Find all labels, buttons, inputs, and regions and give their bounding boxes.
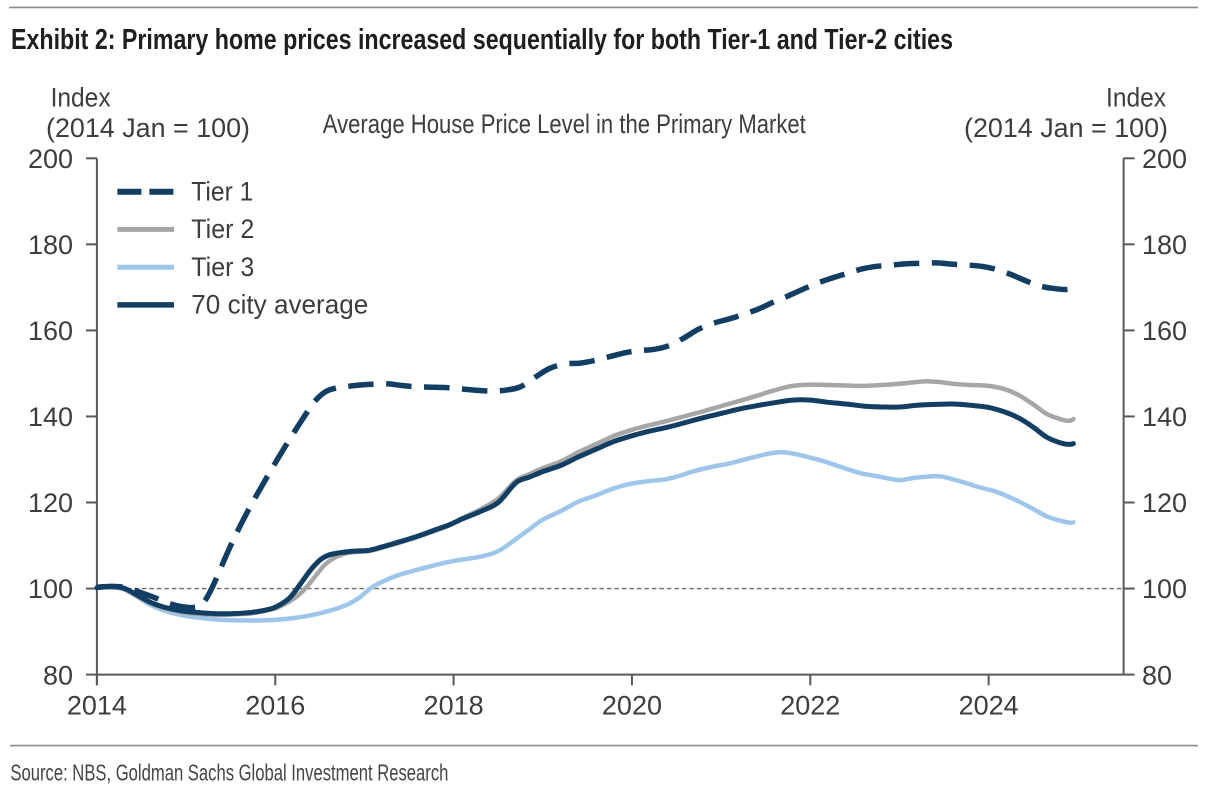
svg-text:(2014 Jan = 100): (2014 Jan = 100) <box>964 113 1168 143</box>
svg-text:Index: Index <box>51 83 111 113</box>
svg-text:160: 160 <box>1142 316 1187 346</box>
svg-text:2024: 2024 <box>959 690 1019 720</box>
svg-text:(2014 Jan = 100): (2014 Jan = 100) <box>46 113 250 143</box>
svg-text:160: 160 <box>28 316 73 346</box>
svg-text:Average House Price Level in t: Average House Price Level in the Primary… <box>323 109 806 139</box>
svg-text:Tier 2: Tier 2 <box>191 214 254 244</box>
svg-text:2018: 2018 <box>424 690 484 720</box>
svg-text:Tier 3: Tier 3 <box>191 252 254 282</box>
svg-text:180: 180 <box>1142 230 1187 260</box>
svg-text:140: 140 <box>1142 402 1187 432</box>
svg-text:Tier 1: Tier 1 <box>191 176 253 206</box>
svg-text:Index: Index <box>1106 83 1166 113</box>
svg-text:200: 200 <box>28 144 73 174</box>
svg-text:80: 80 <box>43 660 73 690</box>
svg-text:120: 120 <box>1142 488 1187 518</box>
svg-text:70 city average: 70 city average <box>191 290 368 320</box>
svg-text:2022: 2022 <box>780 690 840 720</box>
svg-text:2020: 2020 <box>602 690 662 720</box>
svg-text:180: 180 <box>28 230 73 260</box>
svg-text:200: 200 <box>1142 144 1187 174</box>
svg-text:140: 140 <box>28 402 73 432</box>
svg-text:2014: 2014 <box>67 690 127 720</box>
svg-text:100: 100 <box>1142 574 1187 604</box>
svg-text:100: 100 <box>28 574 73 604</box>
svg-text:2016: 2016 <box>245 690 305 720</box>
svg-text:80: 80 <box>1142 660 1172 690</box>
svg-text:Source: NBS, Goldman Sachs Glo: Source: NBS, Goldman Sachs Global Invest… <box>10 760 448 786</box>
svg-text:Exhibit 2: Primary home prices: Exhibit 2: Primary home prices increased… <box>11 24 953 56</box>
svg-text:120: 120 <box>28 488 73 518</box>
